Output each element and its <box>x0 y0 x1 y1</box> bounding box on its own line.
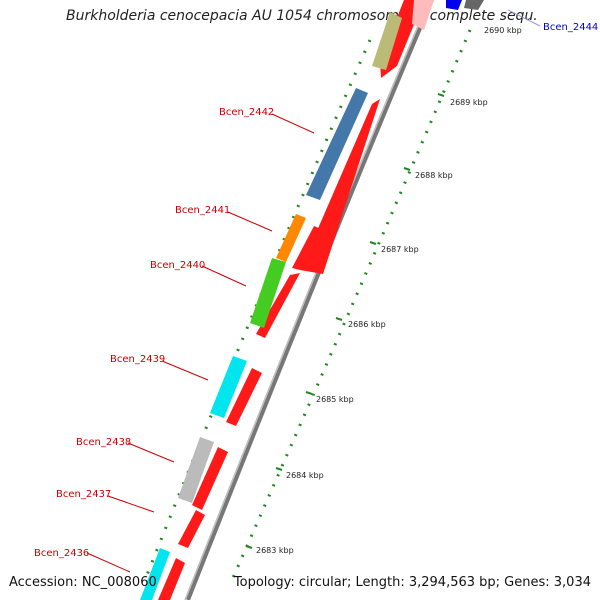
cds-bcen-2444 <box>446 0 462 10</box>
forward-cds <box>192 447 228 510</box>
forward-cds <box>256 273 300 338</box>
label-bcen-2444: Bcen_2444 <box>543 22 598 33</box>
leader-bcen-2438 <box>127 442 175 463</box>
backbone-line <box>186 0 434 600</box>
kbp-label-2686: 2686 kbp <box>348 320 386 329</box>
kbp-tick-2689 <box>437 93 445 97</box>
cds-bcen-2438 <box>178 437 214 503</box>
reverse-cds-track <box>140 0 484 600</box>
kbp-tick-2687 <box>369 241 377 245</box>
cds-bcen-2436 <box>140 548 170 600</box>
label-bcen-2439: Bcen_2439 <box>110 354 165 365</box>
leader-bcen-2441 <box>227 211 273 232</box>
leader-bcen-2440 <box>201 265 247 287</box>
kbp-label-2688: 2688 kbp <box>415 171 453 180</box>
cds-bcen-2442 <box>306 88 368 200</box>
label-bcen-2437: Bcen_2437 <box>56 489 111 500</box>
kbp-label-2683: 2683 kbp <box>256 546 294 555</box>
leader-bcen-2437 <box>107 495 155 513</box>
accession-text: Accession: NC_008060 <box>9 575 157 590</box>
summary-text: Topology: circular; Length: 3,294,563 bp… <box>233 575 591 590</box>
kbp-tick-2684 <box>275 467 283 471</box>
gene-labels: Bcen_2436 Bcen_2437 Bcen_2438 Bcen_2439 … <box>34 9 598 573</box>
cds-bcen-2441 <box>276 214 306 262</box>
label-bcen-2440: Bcen_2440 <box>150 260 205 271</box>
kbp-label-2690: 2690 kbp <box>484 26 522 35</box>
kbp-label-2684: 2684 kbp <box>286 471 324 480</box>
kbp-tick-2686 <box>335 317 343 321</box>
cds-bcen-2439 <box>210 356 247 418</box>
cds-unlabeled-gray <box>464 0 484 10</box>
forward-cds <box>292 226 323 270</box>
cds-unlabeled-pink <box>412 0 434 30</box>
cds-unlabeled-olive <box>372 12 402 70</box>
leader-bcen-2442 <box>271 113 315 134</box>
label-bcen-2442: Bcen_2442 <box>219 107 274 118</box>
forward-cds <box>158 558 185 600</box>
leader-bcen-2439 <box>161 360 209 381</box>
kbp-label-2685: 2685 kbp <box>316 395 354 404</box>
forward-cds <box>178 510 205 548</box>
leader-bcen-2444 <box>507 9 541 27</box>
label-bcen-2438: Bcen_2438 <box>76 437 131 448</box>
kbp-tick-2688 <box>403 167 411 171</box>
kbp-label-2689: 2689 kbp <box>450 98 488 107</box>
kbp-tick-2683 <box>245 545 253 549</box>
leader-bcen-2436 <box>86 552 131 573</box>
forward-cds <box>226 368 262 426</box>
kbp-label-2687: 2687 kbp <box>381 245 419 254</box>
backbone <box>184 0 434 600</box>
kbp-labels: 2683 kbp 2684 kbp 2685 kbp 2686 kbp 2687… <box>245 26 522 555</box>
label-bcen-2441: Bcen_2441 <box>175 205 230 216</box>
forward-cds-track <box>158 0 424 600</box>
cds-bcen-2440 <box>250 258 286 328</box>
kbp-tick-2685 <box>305 391 313 395</box>
label-bcen-2436: Bcen_2436 <box>34 548 89 559</box>
